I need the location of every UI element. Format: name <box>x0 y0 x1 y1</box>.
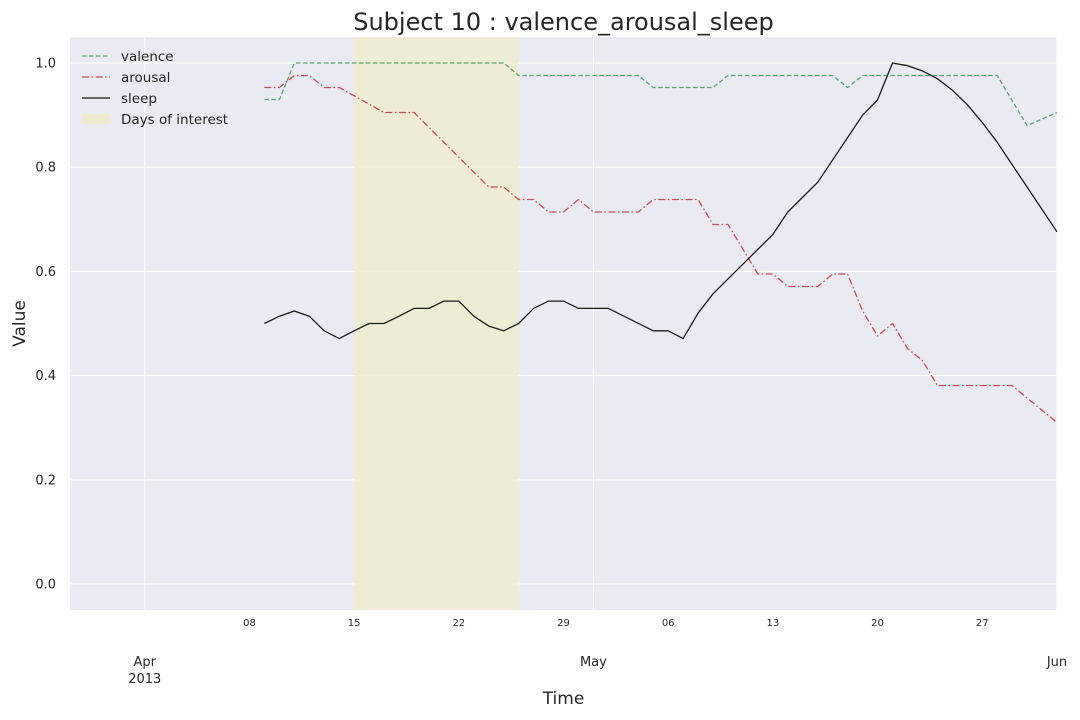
x-minor-tick-label: 20 <box>871 618 884 629</box>
x-minor-tick-label: 22 <box>452 618 465 629</box>
x-minor-tick-label: 15 <box>348 618 361 629</box>
y-axis-title: Value <box>10 300 30 347</box>
series-line-valence <box>264 62 1058 127</box>
series-line-sleep <box>264 62 1058 340</box>
x-major-tick-label: Jun <box>1046 655 1067 670</box>
legend: valence arousal sleep Days of interest <box>82 49 228 128</box>
legend-days-of-interest-label: Days of interest <box>121 112 228 128</box>
x-major-tick-label: May <box>580 655 607 670</box>
y-tick-label: 0.6 <box>35 265 56 280</box>
series-line-arousal <box>264 74 1058 424</box>
y-tick-label: 0.8 <box>35 161 56 176</box>
y-tick-label: 0.4 <box>35 369 56 384</box>
x-axis-title: Time <box>542 689 585 709</box>
x-major-tick-sublabel: 2013 <box>128 672 161 687</box>
legend-arousal-label: arousal <box>121 70 170 86</box>
x-minor-tick-label: 27 <box>976 618 989 629</box>
x-minor-tick-label: 13 <box>766 618 779 629</box>
x-minor-tick-label: 29 <box>557 618 570 629</box>
y-tick-label: 0.0 <box>35 577 56 592</box>
legend-valence-label: valence <box>121 49 174 65</box>
x-minor-tick-label: 08 <box>243 618 256 629</box>
y-tick-label: 0.2 <box>35 473 56 488</box>
x-major-tick-label: Apr <box>134 655 157 670</box>
y-tick-label: 1.0 <box>35 57 56 72</box>
legend-days-of-interest-swatch <box>82 114 110 124</box>
chart-title: Subject 10 : valence_arousal_sleep <box>353 8 774 36</box>
series-lines <box>264 62 1058 424</box>
x-minor-tick-label: 06 <box>662 618 675 629</box>
x-tick-labels: Apr 2013 May Jun 08 15 22 29 06 13 20 27 <box>128 618 1067 687</box>
y-tick-labels: 0.0 0.2 0.4 0.6 0.8 1.0 <box>35 57 56 593</box>
grid <box>70 37 1058 610</box>
legend-sleep-label: sleep <box>121 91 157 107</box>
